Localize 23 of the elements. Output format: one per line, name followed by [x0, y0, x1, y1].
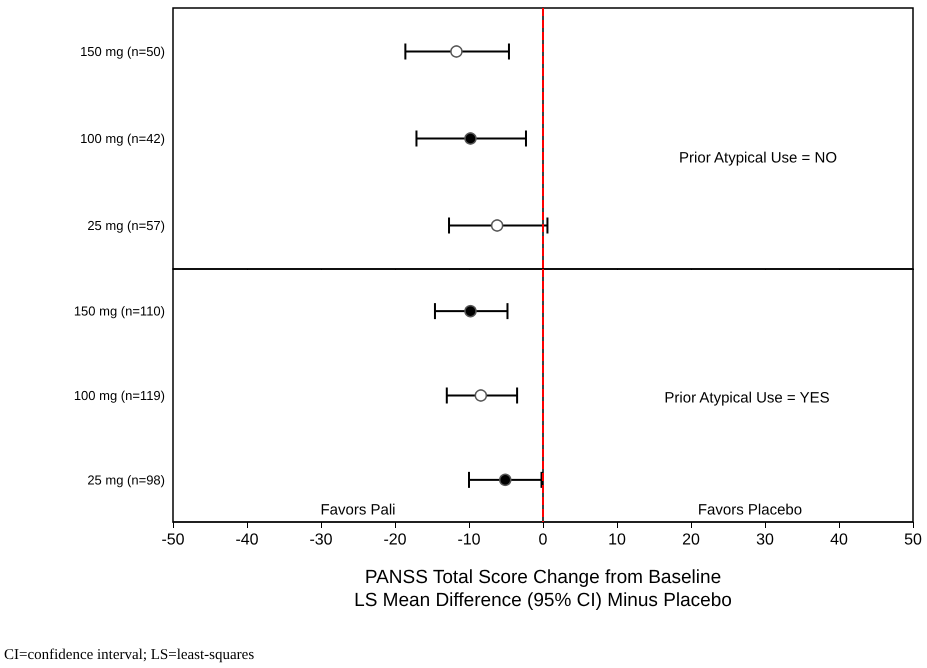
- x-tick-label: 50: [904, 532, 922, 548]
- y-tick-label: 150 mg (n=110): [74, 304, 165, 319]
- x-tick-label: -40: [235, 532, 259, 548]
- x-tick-label: 0: [538, 532, 548, 548]
- annotation: Favors Pali: [320, 502, 396, 518]
- annotation: Favors Placebo: [698, 502, 802, 518]
- x-axis-title: PANSS Total Score Change from Baseline LS Mean Difference (95% CI) Minus Placebo: [354, 567, 732, 611]
- text: CI=confidence interval; LS=least-squares: [4, 647, 254, 663]
- y-tick-label: 100 mg (n=42): [80, 131, 165, 146]
- x-tick-label: -50: [161, 532, 185, 548]
- x-tick-label: -30: [309, 532, 333, 548]
- x-tick-label: -10: [457, 532, 481, 548]
- annotation: Prior Atypical Use = YES: [664, 390, 830, 406]
- annotation: Prior Atypical Use = NO: [679, 150, 837, 166]
- x-tick-label: 10: [608, 532, 626, 548]
- y-tick-label: 25 mg (n=98): [87, 472, 165, 488]
- y-tick-label: 100 mg (n=119): [74, 388, 165, 403]
- x-tick-label: 30: [756, 532, 774, 548]
- x-tick-label: -20: [383, 532, 407, 548]
- x-tick-label: 40: [830, 532, 848, 548]
- y-tick-label: 150 mg (n=50): [80, 44, 165, 59]
- y-tick-label: 25 mg (n=57): [87, 218, 165, 233]
- x-tick-label: 20: [682, 532, 700, 548]
